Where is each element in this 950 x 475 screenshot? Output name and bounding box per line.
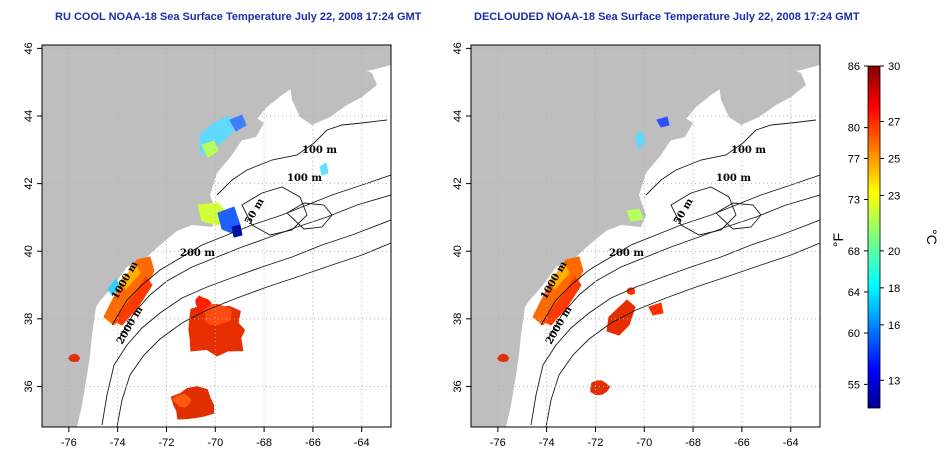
celsius-tick-label: 18 — [888, 283, 900, 295]
island — [290, 65, 377, 125]
contour-label: 100 m — [302, 145, 337, 156]
lon-tick-label: -72 — [588, 437, 604, 449]
sst-patch — [229, 114, 247, 132]
fahrenheit-tick-label: 86 — [848, 61, 860, 73]
lat-tick-label: 36 — [452, 380, 464, 392]
bathymetry-contour — [670, 186, 737, 236]
contour-label: 200 m — [609, 248, 644, 259]
lat-tick-label: 40 — [452, 245, 464, 257]
coastline-landmass — [42, 45, 391, 427]
lon-tick-label: -72 — [159, 437, 175, 449]
contour-label: 100 m — [731, 145, 766, 156]
celsius-tick-label: 20 — [888, 246, 900, 258]
sst-patch — [201, 140, 219, 158]
map-frame — [470, 44, 821, 428]
lon-tick-label: -68 — [685, 437, 701, 449]
lon-tick-label: -66 — [734, 437, 750, 449]
island — [122, 70, 138, 83]
island — [551, 70, 567, 83]
celsius-unit-label: °C — [924, 229, 940, 245]
bathymetry-contour — [111, 174, 391, 326]
sst-patch — [542, 276, 582, 326]
lat-tick-label: 38 — [23, 313, 35, 325]
sst-patch — [626, 287, 636, 296]
lon-tick-label: -76 — [61, 437, 77, 449]
lon-tick-label: -76 — [490, 437, 506, 449]
island — [719, 65, 806, 125]
fahrenheit-tick-label: 64 — [848, 287, 860, 299]
sst-patch — [195, 295, 212, 312]
sst-patch — [590, 380, 611, 396]
lat-tick-label: 46 — [452, 42, 464, 54]
left-map-title: RU COOL NOAA-18 Sea Surface Temperature … — [55, 11, 422, 23]
lat-tick-label: 42 — [23, 177, 35, 189]
right-map-title: DECLOUDED NOAA-18 Sea Surface Temperatur… — [474, 11, 860, 23]
lat-tick-label: 36 — [23, 380, 35, 392]
fahrenheit-tick-label: 60 — [848, 328, 860, 340]
sst-patch — [634, 130, 646, 151]
bathymetry-contour — [116, 242, 391, 427]
sst-patch — [119, 264, 141, 290]
lat-tick-label: 40 — [23, 245, 35, 257]
bathymetry-contour — [286, 202, 333, 230]
celsius-tick-label: 16 — [888, 320, 900, 332]
celsius-tick-label: 13 — [888, 375, 900, 387]
sst-patch — [107, 278, 121, 296]
sst-patch — [626, 208, 644, 222]
fahrenheit-tick-label: 73 — [848, 195, 860, 207]
lat-tick-label: 46 — [23, 42, 35, 54]
sst-patch — [201, 303, 232, 326]
fahrenheit-tick-label: 77 — [848, 153, 860, 165]
map-frame — [41, 44, 392, 428]
celsius-tick-label: 30 — [888, 61, 900, 73]
fahrenheit-tick-label: 68 — [848, 246, 860, 258]
colorbar: 30 27 25 23 20 18 16 13 86 80 77 73 68 64 60 55 °F °C — [830, 61, 940, 409]
lon-tick-label: -64 — [354, 437, 370, 449]
bathymetry-contour — [645, 119, 817, 196]
sst-patch — [171, 393, 192, 408]
lon-tick-label: -68 — [256, 437, 272, 449]
contour-label: 100 m — [287, 173, 322, 184]
fahrenheit-tick-label: 80 — [848, 123, 860, 135]
sst-patch — [319, 162, 329, 176]
bathymetry-contour — [216, 119, 388, 196]
coastline-landmass — [471, 45, 820, 427]
bathymetry-contour — [101, 219, 391, 426]
bathymetry-contour — [530, 219, 820, 426]
lat-tick-label: 38 — [452, 313, 464, 325]
lon-tick-label: -70 — [207, 437, 223, 449]
lat-tick-label: 44 — [452, 110, 464, 122]
sst-patch — [656, 116, 670, 128]
bathymetry-contour — [545, 242, 820, 427]
bathymetry-contour — [540, 174, 820, 326]
lon-tick-label: -74 — [110, 437, 126, 449]
celsius-tick-label: 27 — [888, 116, 900, 128]
sst-patch — [648, 302, 664, 316]
lon-tick-label: -74 — [539, 437, 555, 449]
celsius-tick-label: 23 — [888, 190, 900, 202]
lon-tick-label: -66 — [305, 437, 321, 449]
sst-patch — [113, 276, 153, 326]
celsius-tick-label: 25 — [888, 153, 900, 165]
bathymetry-contour — [715, 202, 762, 230]
sst-patch — [548, 264, 570, 290]
lon-tick-label: -64 — [783, 437, 799, 449]
lat-tick-label: 44 — [23, 110, 35, 122]
fahrenheit-unit-label: °F — [830, 233, 846, 247]
lat-tick-label: 42 — [452, 177, 464, 189]
contour-label: 100 m — [716, 173, 751, 184]
colorbar-gradient — [867, 65, 881, 409]
bathymetry-contour — [241, 186, 308, 236]
contour-label: 200 m — [180, 248, 215, 259]
lon-tick-label: -70 — [636, 437, 652, 449]
fahrenheit-tick-label: 55 — [848, 379, 860, 391]
